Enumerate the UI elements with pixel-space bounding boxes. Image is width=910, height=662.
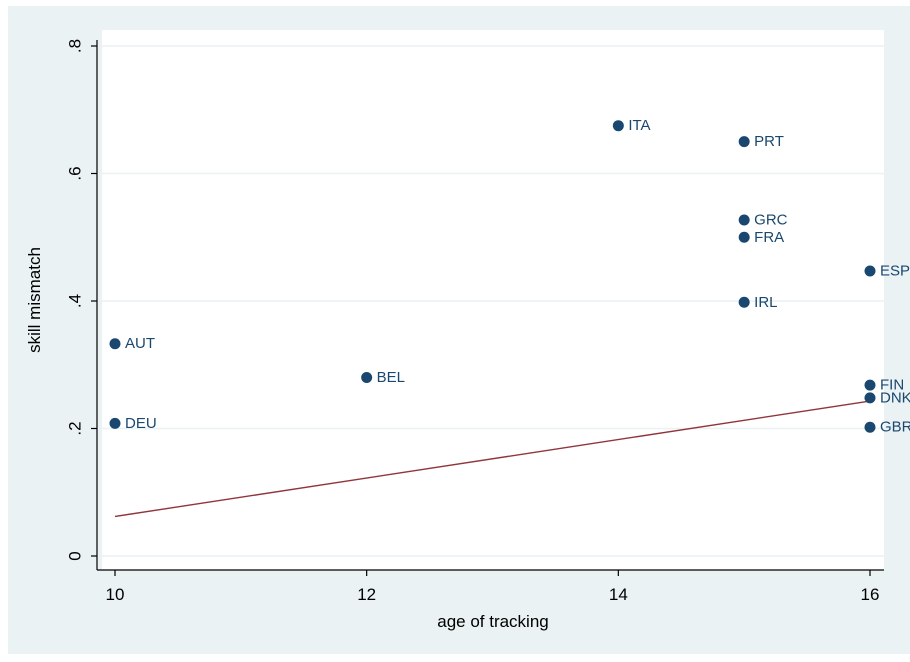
x-axis-label: age of tracking (437, 612, 549, 631)
point-deu (110, 418, 121, 429)
point-prt (739, 136, 750, 147)
point-label-gbr: GBR (880, 419, 910, 436)
y-tick-label: .4 (66, 294, 85, 308)
point-label-esp: ESP (880, 263, 910, 280)
point-label-aut: AUT (125, 335, 155, 352)
point-gbr (865, 422, 876, 433)
point-label-ita: ITA (628, 117, 650, 134)
y-tick-label: .6 (66, 166, 85, 180)
point-label-bel: BEL (377, 369, 405, 386)
point-fra (739, 232, 750, 243)
point-ita (613, 120, 624, 131)
point-fin (865, 380, 876, 391)
x-tick-label: 14 (609, 585, 628, 604)
point-grc (739, 215, 750, 226)
x-tick-label: 12 (357, 585, 376, 604)
point-label-deu: DEU (125, 415, 157, 432)
point-esp (865, 266, 876, 277)
y-axis-label: skill mismatch (25, 247, 44, 353)
point-dnk (865, 392, 876, 403)
x-tick-label: 16 (861, 585, 880, 604)
point-bel (361, 372, 372, 383)
y-tick-label: .2 (66, 421, 85, 435)
point-label-dnk: DNK (880, 389, 910, 406)
point-label-fra: FRA (754, 229, 784, 246)
point-aut (110, 338, 121, 349)
point-label-irl: IRL (754, 294, 777, 311)
point-label-grc: GRC (754, 212, 788, 229)
point-irl (739, 297, 750, 308)
y-tick-label: .8 (66, 39, 85, 53)
point-label-prt: PRT (754, 133, 784, 150)
x-tick-label: 10 (106, 585, 125, 604)
y-tick-label: 0 (66, 551, 85, 560)
